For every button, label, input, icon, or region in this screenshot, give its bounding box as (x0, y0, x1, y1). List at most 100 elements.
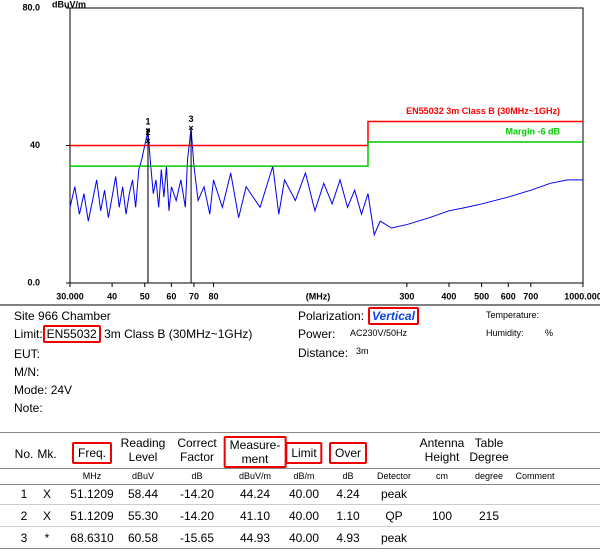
table-cell: 215 (479, 509, 499, 523)
x-tick-label: 700 (523, 291, 538, 301)
table-rule (0, 548, 600, 549)
note-label: Note: (14, 401, 43, 415)
column-header: Over (335, 446, 361, 460)
header-box: Measure-ment (224, 436, 287, 468)
line-label: EN55032 3m Class B (30MHz~1GHz) (406, 106, 560, 116)
y-tick-label: 80.0 (22, 2, 40, 12)
site-label: Site (14, 309, 35, 323)
table-cell: 40.00 (289, 487, 319, 501)
limit-label: Limit: (14, 327, 43, 341)
column-header: Reading (121, 436, 166, 450)
mode: Mode: 24V (14, 383, 72, 397)
table-rule (0, 526, 600, 527)
table-cell: 4.93 (336, 531, 359, 545)
column-header: Level (129, 450, 158, 464)
table-cell: peak (381, 487, 407, 501)
table-cell: 3 (21, 531, 28, 545)
table-cell: QP (385, 509, 402, 523)
table-cell: 51.1209 (70, 509, 113, 523)
distance-value: 3m (356, 346, 369, 356)
table-cell: X (43, 509, 51, 523)
column-unit: cm (436, 471, 448, 481)
x-tick-label: 600 (501, 291, 516, 301)
table-cell: 44.93 (240, 531, 270, 545)
power-value: AC230V/50Hz (350, 328, 407, 338)
mode-label: Mode: (14, 383, 47, 397)
x-tick-label: 60 (166, 291, 176, 301)
x-tick-label: 30.000 (56, 291, 84, 301)
column-header: Limit (291, 446, 316, 460)
column-header: No. (15, 447, 34, 461)
temperature-label: Temperature: (486, 310, 539, 320)
line-label: Margin -6 dB (505, 126, 560, 136)
site-value: 966 Chamber (38, 309, 111, 323)
table-cell: -14.20 (180, 487, 214, 501)
table-cell: X (43, 487, 51, 501)
y-tick-label: 0.0 (27, 277, 40, 287)
marker-point: × (188, 123, 193, 133)
table-cell: 58.44 (128, 487, 158, 501)
column-unit: dBuV/m (239, 471, 271, 481)
column-unit: dBuV (132, 471, 154, 481)
x-tick-label: 80 (208, 291, 218, 301)
power-label: Power: (298, 327, 335, 341)
x-tick-label: 400 (441, 291, 456, 301)
table-cell: 60.58 (128, 531, 158, 545)
column-unit: dB (342, 471, 353, 481)
column-unit: Comment (515, 471, 554, 481)
x-tick-label: 1000.000 (564, 291, 600, 301)
table-cell: 2 (21, 509, 28, 523)
column-header: Mk. (37, 447, 56, 461)
column-header: Freq. (78, 446, 106, 460)
column-header: Correct (177, 436, 216, 450)
limit: Limit:EN55032 3m Class B (30MHz~1GHz) (14, 327, 252, 341)
column-header: Height (425, 450, 460, 464)
humidity-unit: % (545, 328, 553, 338)
column-header: Measure- (230, 438, 281, 452)
distance-label: Distance: (298, 346, 348, 360)
table-cell: 40.00 (289, 531, 319, 545)
mode-value: 24V (51, 383, 72, 397)
table-cell: 51.1209 (70, 487, 113, 501)
marker-label: 3 (189, 114, 194, 124)
mn-label: M/N: (14, 365, 39, 379)
x-tick-label: 50 (140, 291, 150, 301)
polarization-label: Polarization: (298, 309, 364, 323)
humidity-label: Humidity: (486, 328, 524, 338)
column-header: Table (475, 436, 504, 450)
table-cell: 55.30 (128, 509, 158, 523)
table-cell: peak (381, 531, 407, 545)
header-box: Freq. (72, 442, 112, 464)
header-box: Limit (285, 442, 322, 464)
table-cell: -14.20 (180, 509, 214, 523)
table-cell: 100 (432, 509, 452, 523)
x-axis-label: (MHz) (306, 291, 331, 301)
table-rule (0, 484, 600, 485)
y-tick-label: 40 (30, 140, 40, 150)
limit-rest: 3m Class B (30MHz~1GHz) (104, 327, 252, 341)
column-header: Degree (469, 450, 508, 464)
table-cell: 4.24 (336, 487, 359, 501)
column-header: ment (230, 452, 281, 466)
table-rule (0, 504, 600, 505)
table-cell: 1.10 (336, 509, 359, 523)
x-tick-label: 500 (474, 291, 489, 301)
table-cell: * (45, 531, 50, 545)
column-header: Factor (180, 450, 214, 464)
chart: dBuV/m (MHz) 0.04080.030.000405060708030… (0, 0, 600, 306)
table-rule (0, 432, 600, 433)
x-tick-label: 40 (107, 291, 117, 301)
site: Site 966 Chamber (14, 309, 111, 323)
table-cell: 41.10 (240, 509, 270, 523)
table-cell: 40.00 (289, 509, 319, 523)
x-tick-label: 300 (399, 291, 414, 301)
eut-label: EUT: (14, 347, 40, 361)
header-box: Over (329, 442, 367, 464)
column-unit: Detector (377, 471, 411, 481)
polarization-value: Vertical (368, 307, 419, 325)
column-unit: dB (191, 471, 202, 481)
x-tick-label: 70 (189, 291, 199, 301)
marker-label: 1 (145, 116, 150, 126)
table-cell: 68.6310 (70, 531, 113, 545)
